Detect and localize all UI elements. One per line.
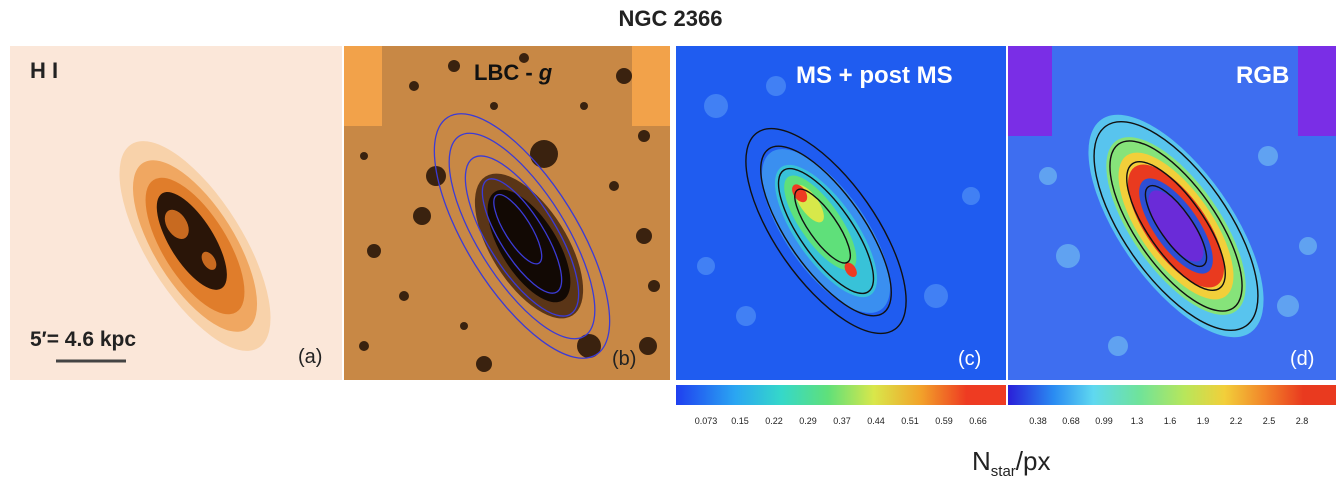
tick-label: 0.44	[867, 416, 885, 426]
tick-label: 0.073	[694, 416, 718, 426]
panel-rgb: RGB (d)	[1008, 46, 1336, 380]
tick-label: 1.3	[1130, 416, 1144, 426]
ms-label: MS + post MS	[796, 62, 953, 89]
tick-label: 2.2	[1229, 416, 1243, 426]
colorbar-units: Nstar/px	[972, 446, 1051, 481]
rgb-label: RGB	[1236, 62, 1290, 89]
tick-label: 0.51	[901, 416, 919, 426]
hi-label: H I	[30, 58, 59, 83]
panel-lbc-g: LBC - g (b)	[344, 46, 670, 380]
colorbar-rgb	[1008, 385, 1336, 405]
figure-title: NGC 2366	[618, 6, 723, 31]
tick-label: 0.15	[731, 416, 749, 426]
lbc-g-label: LBC - g	[474, 60, 553, 85]
tick-label: 0.59	[935, 416, 953, 426]
tick-label: 0.22	[765, 416, 783, 426]
tick-label: 2.5	[1262, 416, 1276, 426]
panel-tag-c: (c)	[958, 348, 982, 370]
ms-density-map	[697, 76, 980, 335]
tick-label: 1.6	[1163, 416, 1177, 426]
tick-label: 0.37	[833, 416, 851, 426]
panel-tag-b: (b)	[612, 348, 637, 370]
tick-label: 0.66	[969, 416, 987, 426]
tick-label: 0.29	[799, 416, 817, 426]
rgb-density-map	[1008, 46, 1336, 356]
lbc-g-image	[344, 46, 670, 380]
scale-bar-label: 5′= 4.6 kpc	[30, 328, 137, 351]
tick-label: 0.99	[1095, 416, 1113, 426]
panel-tag-a: (a)	[298, 346, 323, 368]
tick-label: 2.8	[1295, 416, 1309, 426]
colorbar-ms	[676, 385, 1006, 405]
panel-hi: H I 5′= 4.6 kpc (a)	[10, 46, 342, 380]
tick-label: 0.68	[1062, 416, 1080, 426]
panel-tag-d: (d)	[1290, 348, 1315, 370]
tick-label: 1.9	[1196, 416, 1210, 426]
hi-map-image	[56, 141, 271, 363]
tick-label: 0.38	[1029, 416, 1047, 426]
panel-ms-post-ms: MS + post MS (c)	[676, 46, 1006, 380]
